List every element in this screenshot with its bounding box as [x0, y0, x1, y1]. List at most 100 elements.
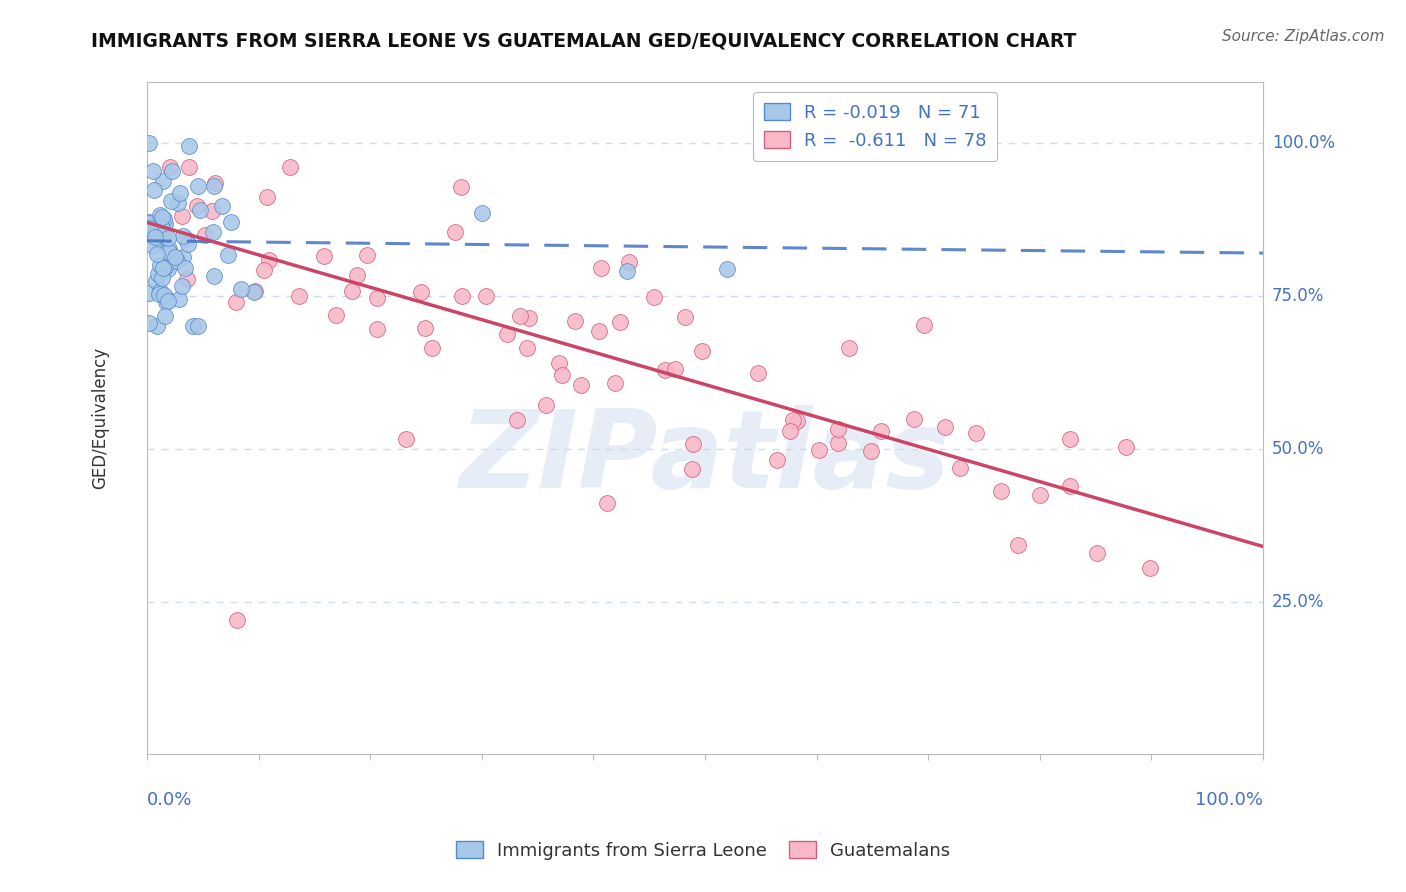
Point [211, 198, 233, 212]
Point [155, 295, 177, 310]
Point [186, 199, 208, 213]
Point [966, 426, 988, 441]
Point [253, 263, 276, 277]
Point [150, 210, 173, 224]
Point [664, 362, 686, 376]
Point [172, 250, 194, 264]
Point [138, 215, 160, 229]
Point [142, 226, 165, 240]
Point [155, 292, 177, 306]
Point [202, 269, 225, 284]
Point [202, 179, 225, 194]
Point [256, 189, 278, 203]
Point [786, 414, 808, 428]
Point [603, 376, 626, 390]
Point [690, 343, 713, 358]
Point [682, 437, 704, 451]
Text: 0.0%: 0.0% [148, 791, 193, 809]
Point [138, 285, 160, 300]
Text: Source: ZipAtlas.com: Source: ZipAtlas.com [1222, 29, 1385, 44]
Point [181, 319, 204, 334]
Text: 100.0%: 100.0% [1272, 134, 1334, 152]
Point [288, 289, 311, 303]
Point [516, 341, 538, 355]
Point [747, 366, 769, 380]
Point [509, 309, 531, 323]
Point [1029, 488, 1052, 502]
Point [174, 232, 197, 246]
Text: 25.0%: 25.0% [1272, 592, 1324, 610]
Point [534, 398, 557, 412]
Text: ZIPatlas: ZIPatlas [460, 406, 950, 511]
Point [325, 309, 347, 323]
Point [150, 220, 173, 235]
Point [152, 260, 174, 275]
Point [167, 293, 190, 307]
Point [156, 231, 179, 245]
Point [204, 176, 226, 190]
Point [949, 461, 972, 475]
Point [157, 244, 180, 259]
Point [242, 285, 264, 299]
Point [1059, 432, 1081, 446]
Point [903, 412, 925, 426]
Point [506, 413, 529, 427]
Point [356, 248, 378, 262]
Point [564, 314, 586, 328]
Point [782, 413, 804, 427]
Point [588, 324, 610, 338]
Point [142, 163, 165, 178]
Point [860, 444, 883, 458]
Point [229, 282, 252, 296]
Point [143, 183, 166, 197]
Point [139, 222, 162, 236]
Point [194, 227, 217, 242]
Text: 50.0%: 50.0% [1272, 440, 1324, 458]
Point [179, 139, 201, 153]
Point [157, 242, 180, 256]
Point [176, 272, 198, 286]
Point [169, 186, 191, 200]
Point [173, 260, 195, 275]
Point [934, 420, 956, 434]
Point [779, 424, 801, 438]
Point [149, 213, 172, 227]
Point [912, 318, 935, 333]
Point [617, 254, 640, 268]
Point [145, 319, 167, 334]
Point [167, 195, 190, 210]
Point [869, 424, 891, 438]
Point [569, 378, 592, 392]
Point [278, 161, 301, 175]
Text: GED/Equivalency: GED/Equivalency [91, 347, 110, 489]
Point [155, 260, 177, 275]
Point [444, 225, 467, 239]
Point [170, 279, 193, 293]
Point [451, 288, 474, 302]
Text: IMMIGRANTS FROM SIERRA LEONE VS GUATEMALAN GED/EQUIVALENCY CORRELATION CHART: IMMIGRANTS FROM SIERRA LEONE VS GUATEMAL… [91, 31, 1077, 50]
Point [160, 164, 183, 178]
Point [990, 483, 1012, 498]
Point [188, 203, 211, 218]
Point [139, 220, 162, 235]
Point [201, 204, 224, 219]
Point [165, 251, 187, 265]
Point [591, 260, 613, 275]
Point [366, 292, 388, 306]
Point [342, 285, 364, 299]
Point [413, 321, 436, 335]
Point [162, 255, 184, 269]
Point [153, 288, 176, 302]
Point [153, 230, 176, 244]
Point [245, 285, 267, 299]
Point [1059, 479, 1081, 493]
Point [609, 315, 631, 329]
Point [149, 208, 172, 222]
Point [616, 264, 638, 278]
Point [596, 496, 619, 510]
Point [146, 247, 169, 261]
Point [177, 161, 200, 175]
Point [681, 462, 703, 476]
Point [1139, 560, 1161, 574]
Point [217, 248, 239, 262]
